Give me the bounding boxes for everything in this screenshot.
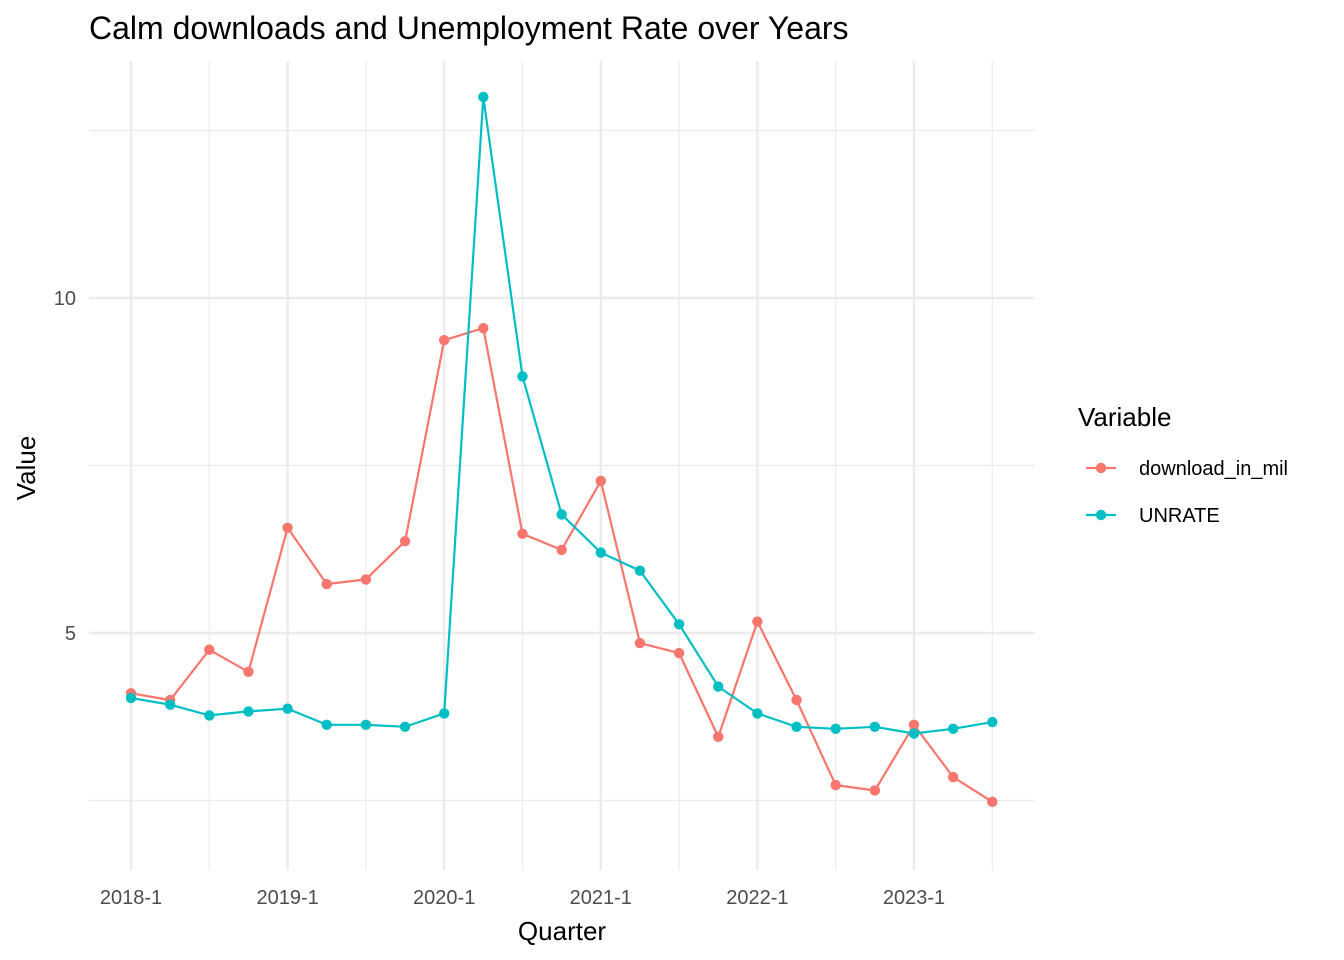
data-point <box>439 708 450 719</box>
legend-key-point <box>1095 462 1107 474</box>
data-point <box>673 647 685 659</box>
legend-item: download_in_mil <box>1086 458 1288 480</box>
y-axis-title: Value <box>11 436 41 501</box>
legend-item: UNRATE <box>1086 505 1220 527</box>
data-point <box>673 619 685 630</box>
data-point <box>243 666 254 678</box>
data-point <box>752 708 763 719</box>
data-point <box>556 544 567 556</box>
x-tick-label: 2019-1 <box>256 887 318 909</box>
data-point <box>713 731 724 743</box>
data-point <box>439 335 450 346</box>
data-point <box>634 637 646 649</box>
data-point <box>987 716 998 728</box>
x-axis-title: Quarter <box>518 916 606 946</box>
data-point <box>478 322 489 334</box>
data-point <box>634 565 646 576</box>
data-point <box>321 578 332 590</box>
data-point <box>908 728 920 739</box>
data-point <box>360 574 372 585</box>
data-point <box>947 771 959 783</box>
data-point <box>243 706 254 717</box>
series-download_in_mil <box>125 322 998 808</box>
data-point <box>830 723 841 735</box>
data-point <box>791 721 802 732</box>
data-point <box>987 796 998 808</box>
data-point <box>908 719 920 730</box>
data-point <box>478 91 489 103</box>
data-point <box>321 719 332 730</box>
data-point <box>517 371 528 382</box>
data-point <box>204 710 215 721</box>
data-point <box>869 785 881 796</box>
data-point <box>282 703 293 714</box>
series-layer <box>125 91 998 808</box>
x-tick-label: 2018-1 <box>100 887 162 909</box>
legend-key-point <box>1095 509 1107 521</box>
data-point <box>752 616 763 627</box>
legend-title: Variable <box>1078 402 1171 432</box>
data-point <box>791 694 802 706</box>
chart-title: Calm downloads and Unemployment Rate ove… <box>89 10 849 46</box>
y-tick-label: 10 <box>54 288 76 310</box>
ticks: 2018-1 2019-1 2020-1 2021-1 2022-1 2023-1 5 10 <box>54 288 945 909</box>
x-tick-label: 2021-1 <box>570 887 632 909</box>
x-tick-label: 2020-1 <box>413 887 475 909</box>
data-point <box>360 719 372 730</box>
series-line <box>130 96 993 735</box>
legend-label: UNRATE <box>1139 505 1220 527</box>
legend: Variable download_in_mil UNRATE <box>1078 402 1288 527</box>
legend-label: download_in_mil <box>1139 458 1288 480</box>
data-point <box>595 475 606 487</box>
data-point <box>399 536 411 547</box>
data-point <box>947 723 959 735</box>
data-point <box>556 509 567 520</box>
data-point <box>830 779 841 791</box>
x-tick-label: 2022-1 <box>726 887 788 909</box>
data-point <box>869 721 881 732</box>
data-point <box>204 644 215 655</box>
data-point <box>164 699 176 710</box>
data-point <box>517 528 528 540</box>
data-point <box>595 547 606 558</box>
data-point <box>125 692 137 704</box>
data-point <box>282 522 293 534</box>
data-point <box>399 721 411 732</box>
y-tick-label: 5 <box>65 623 76 645</box>
x-tick-label: 2023-1 <box>883 887 945 909</box>
series-line <box>130 326 993 803</box>
series-UNRATE <box>125 91 998 739</box>
grid <box>89 61 1035 870</box>
data-point <box>713 681 724 692</box>
